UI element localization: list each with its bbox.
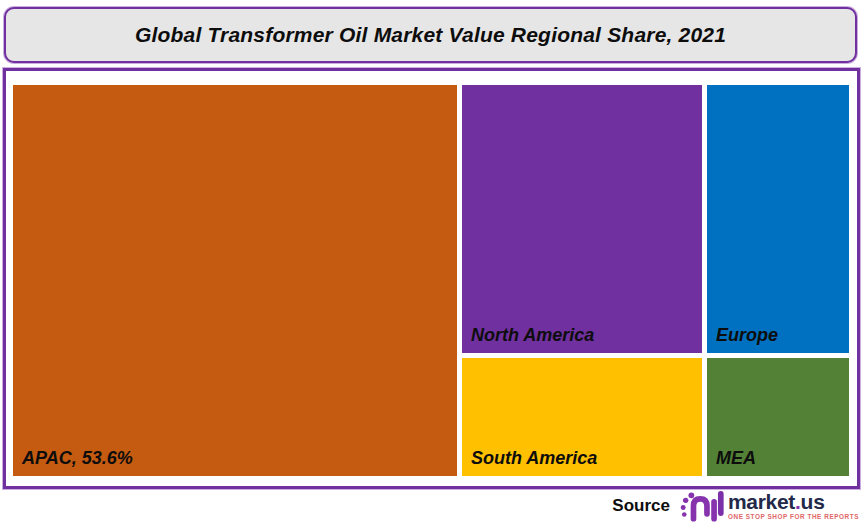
tile-label-north-america: North America <box>471 325 594 346</box>
treemap-tile-south-america: South America <box>462 358 702 476</box>
treemap-tile-europe: Europe <box>707 85 849 353</box>
tile-label-apac: APAC, 53.6% <box>22 448 133 469</box>
treemap-plot-area: APAC, 53.6% North America Europe South A… <box>3 68 860 489</box>
tile-label-europe: Europe <box>716 325 778 346</box>
marketus-logo-text: market.us ONE STOP SHOP FOR THE REPORTS <box>728 491 859 520</box>
treemap-tile-mea: MEA <box>707 358 849 476</box>
chart-title: Global Transformer Oil Market Value Regi… <box>135 23 726 47</box>
marketus-logo-tagline: ONE STOP SHOP FOR THE REPORTS <box>728 514 859 520</box>
tile-label-mea: MEA <box>716 448 756 469</box>
marketus-logo-icon <box>680 489 724 523</box>
chart-title-box: Global Transformer Oil Market Value Regi… <box>4 7 857 63</box>
marketus-logo-name: market.us <box>728 491 859 512</box>
treemap-chart-figure: Global Transformer Oil Market Value Regi… <box>0 0 863 525</box>
treemap-tile-north-america: North America <box>462 85 702 353</box>
treemap-tile-apac: APAC, 53.6% <box>13 85 457 476</box>
source-label: Source <box>612 496 670 516</box>
marketus-logo: market.us ONE STOP SHOP FOR THE REPORTS <box>680 489 859 523</box>
tile-label-south-america: South America <box>471 448 597 469</box>
source-attribution: Source market.us ONE STOP SHOP FOR THE R… <box>612 488 859 524</box>
